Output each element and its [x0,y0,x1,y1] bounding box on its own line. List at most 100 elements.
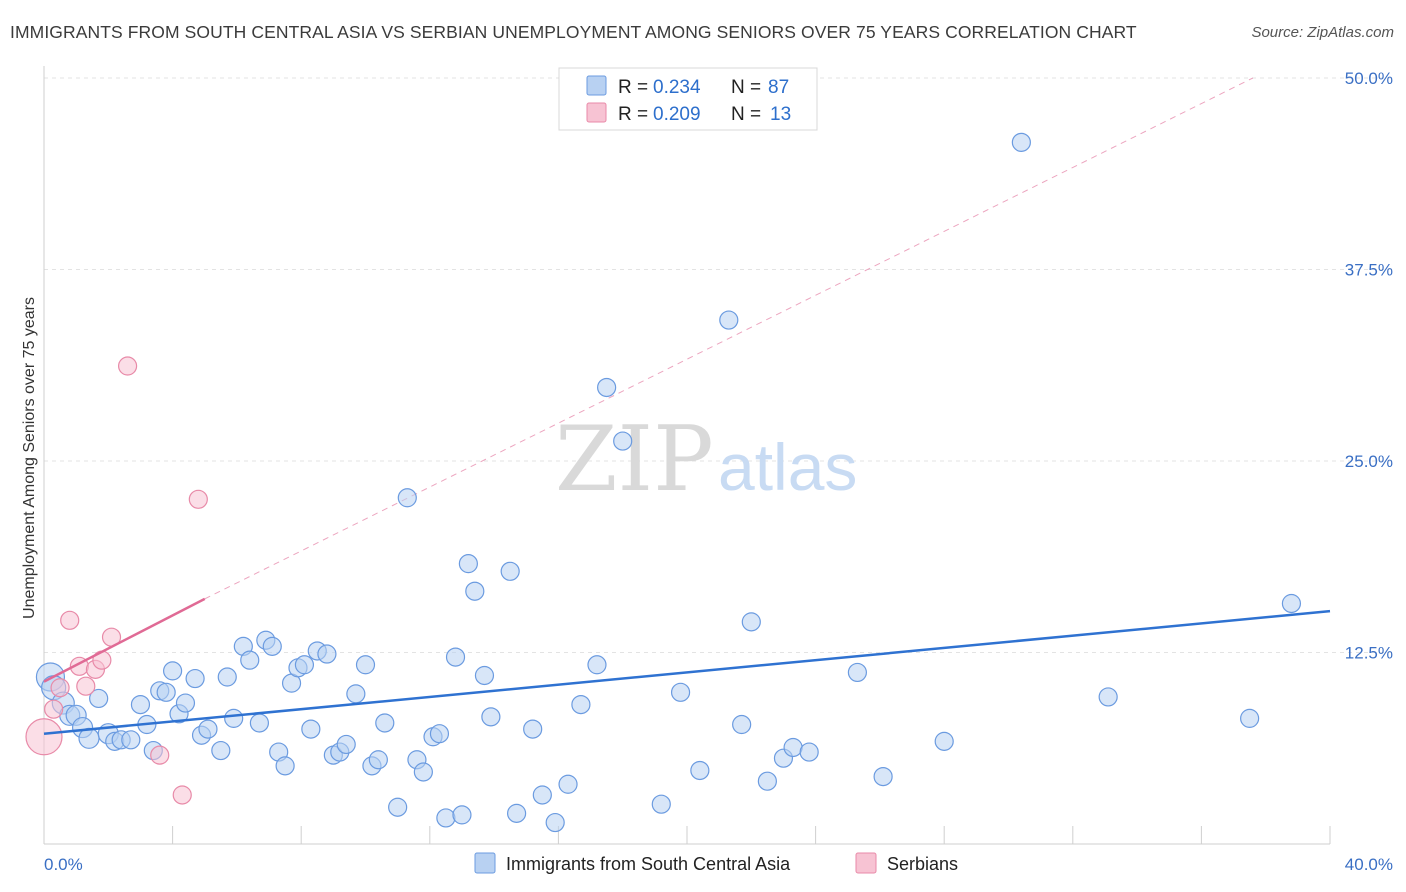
point-serbians [150,745,170,765]
legend-r-label-pink: R = [618,104,648,125]
point-south-central-asia [294,655,315,675]
point-serbians [50,678,70,698]
point-south-central-asia [249,713,270,733]
legend-swatch-blue [586,75,607,96]
point-south-central-asia [613,431,633,451]
point-south-central-asia [458,554,478,574]
point-south-central-asia [587,655,607,675]
bottom-legend: Immigrants from South Central Asia Serbi… [474,852,958,874]
point-south-central-asia [240,650,260,670]
point-south-central-asia [741,612,761,632]
point-south-central-asia [474,665,495,686]
point-south-central-asia [217,667,237,687]
point-south-central-asia [934,731,954,751]
point-south-central-asia [388,797,408,817]
point-south-central-asia [130,694,151,715]
point-south-central-asia [368,750,388,770]
watermark-zip: ZIP [555,407,714,512]
point-south-central-asia [481,707,501,727]
point-south-central-asia [597,377,617,398]
point-south-central-asia [507,803,527,823]
point-south-central-asia [873,766,893,787]
point-south-central-asia [523,719,543,739]
bottom-legend-swatch-blue [474,852,496,874]
bottom-legend-label-blue: Immigrants from South Central Asia [506,854,791,874]
point-south-central-asia [198,719,218,739]
point-serbians [44,699,64,719]
point-south-central-asia [1240,708,1260,728]
x-tick-label: 40.0% [1345,855,1393,874]
point-south-central-asia [732,714,752,735]
point-serbians [76,676,96,696]
point-south-central-asia [185,668,205,689]
point-south-central-asia [397,488,417,508]
legend: R = 0.234 N = 87 R = 0.209 N = 13 [558,67,818,131]
point-south-central-asia [156,682,176,702]
legend-n-label-pink: N = [731,104,761,125]
trend-line-serbians [43,597,206,683]
legend-r-label-blue: R = [618,77,648,98]
point-south-central-asia [346,684,366,704]
point-serbians [25,718,63,756]
point-south-central-asia [375,713,395,733]
bottom-legend-swatch-pink [855,852,877,874]
source-credit: Source: ZipAtlas.com [1251,24,1394,41]
grid-layer [44,77,1395,653]
point-south-central-asia [262,636,282,656]
point-south-central-asia [1098,687,1118,707]
point-south-central-asia [757,771,777,791]
point-south-central-asia [719,310,739,330]
y-tick-label: 12.5% [1345,644,1393,663]
point-south-central-asia [301,719,321,739]
point-south-central-asia [413,762,433,782]
watermark-atlas: atlas [718,430,857,504]
points-layer [25,132,1331,833]
point-south-central-asia [163,661,183,681]
point-south-central-asia [121,730,141,750]
legend-swatch-pink [586,102,607,123]
point-south-central-asia [847,662,867,683]
trend-line-serbians-extension [204,77,1254,600]
point-south-central-asia [211,740,231,761]
point-south-central-asia [558,774,578,794]
x-tick-label: 0.0% [44,855,83,874]
point-south-central-asia [429,724,450,744]
point-south-central-asia [452,805,472,825]
point-serbians [117,356,138,376]
legend-n-value-blue: 87 [768,77,789,98]
point-south-central-asia [275,756,295,776]
chart-title: IMMIGRANTS FROM SOUTH CENTRAL ASIA VS SE… [10,22,1137,42]
legend-n-value-pink: 13 [770,104,791,125]
legend-r-value-pink: 0.209 [653,104,701,125]
point-south-central-asia [1011,132,1031,152]
y-tick-label: 37.5% [1345,261,1393,280]
point-south-central-asia [500,561,520,581]
trend-line-south-central-asia [43,609,1331,735]
point-south-central-asia [532,785,552,805]
point-south-central-asia [175,693,196,713]
point-south-central-asia [670,682,691,702]
point-south-central-asia [1281,593,1302,614]
point-south-central-asia [436,808,456,828]
point-south-central-asia [651,794,671,814]
point-serbians [172,785,192,805]
point-south-central-asia [799,742,819,762]
point-south-central-asia [465,581,485,601]
point-south-central-asia [783,737,803,758]
point-south-central-asia [355,655,376,675]
legend-n-label-blue: N = [731,77,761,98]
point-south-central-asia [317,644,337,664]
axis-layer: 12.5% 25.0% 37.5% 50.0% 0.0% 40.0% [43,66,1393,874]
point-south-central-asia [445,647,466,667]
bottom-legend-label-pink: Serbians [887,854,958,874]
point-south-central-asia [336,734,356,755]
trend-layer [204,77,1254,600]
y-tick-label: 50.0% [1345,69,1393,88]
point-south-central-asia [690,760,710,781]
point-serbians [188,489,208,509]
legend-r-value-blue: 0.234 [653,77,701,98]
y-axis-label: Unemployment Among Seniors over 75 years [21,297,38,619]
point-south-central-asia [571,694,591,715]
point-south-central-asia [224,708,244,728]
